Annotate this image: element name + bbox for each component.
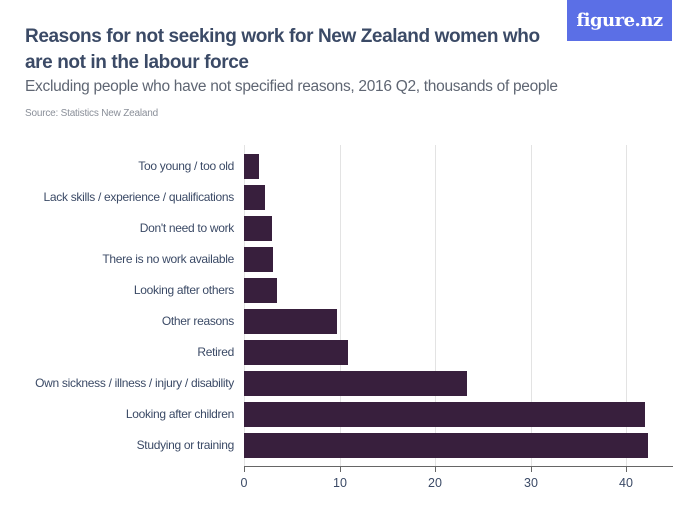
gridline	[531, 145, 532, 466]
bar[interactable]	[244, 185, 265, 210]
gridline	[626, 145, 627, 466]
axis-tick	[626, 466, 627, 472]
chart-title: Reasons for not seeking work for New Zea…	[25, 26, 540, 73]
x-tick-label: 20	[428, 476, 442, 490]
x-tick-label: 40	[619, 476, 633, 490]
category-label: Retired	[197, 345, 234, 359]
category-label: Other reasons	[161, 314, 234, 328]
bar[interactable]	[244, 247, 273, 272]
bar[interactable]	[244, 340, 348, 365]
x-axis	[244, 466, 673, 467]
bar[interactable]	[244, 433, 648, 458]
chart-source: Source: Statistics New Zealand	[25, 108, 158, 119]
bar[interactable]	[244, 154, 259, 179]
axis-tick	[435, 466, 436, 472]
category-label: Looking after others	[133, 283, 234, 297]
category-label: Don't need to work	[139, 221, 235, 235]
category-label: Own sickness / illness / injury / disabi…	[35, 376, 234, 390]
axis-tick	[340, 466, 341, 472]
bar[interactable]	[244, 402, 645, 427]
x-tick-label: 0	[240, 476, 248, 490]
gridline	[340, 145, 341, 466]
gridline	[435, 145, 436, 466]
axis-tick	[244, 466, 245, 472]
category-label: Looking after children	[125, 407, 234, 421]
chart-subtitle: Excluding people who have not specified …	[25, 78, 558, 95]
category-label: There is no work available	[102, 252, 234, 266]
bar[interactable]	[244, 371, 467, 396]
axis-tick	[531, 466, 532, 472]
bar[interactable]	[244, 278, 277, 303]
gridline	[244, 145, 245, 466]
x-tick-label: 10	[333, 476, 347, 490]
bar[interactable]	[244, 216, 272, 241]
x-tick-label: 30	[524, 476, 538, 490]
bar[interactable]	[244, 309, 337, 334]
category-label: Lack skills / experience / qualification…	[43, 190, 235, 204]
category-label: Studying or training	[136, 438, 235, 452]
category-label: Too young / too old	[138, 159, 234, 173]
figure-nz-logo[interactable]: figure.nz	[567, 0, 672, 41]
